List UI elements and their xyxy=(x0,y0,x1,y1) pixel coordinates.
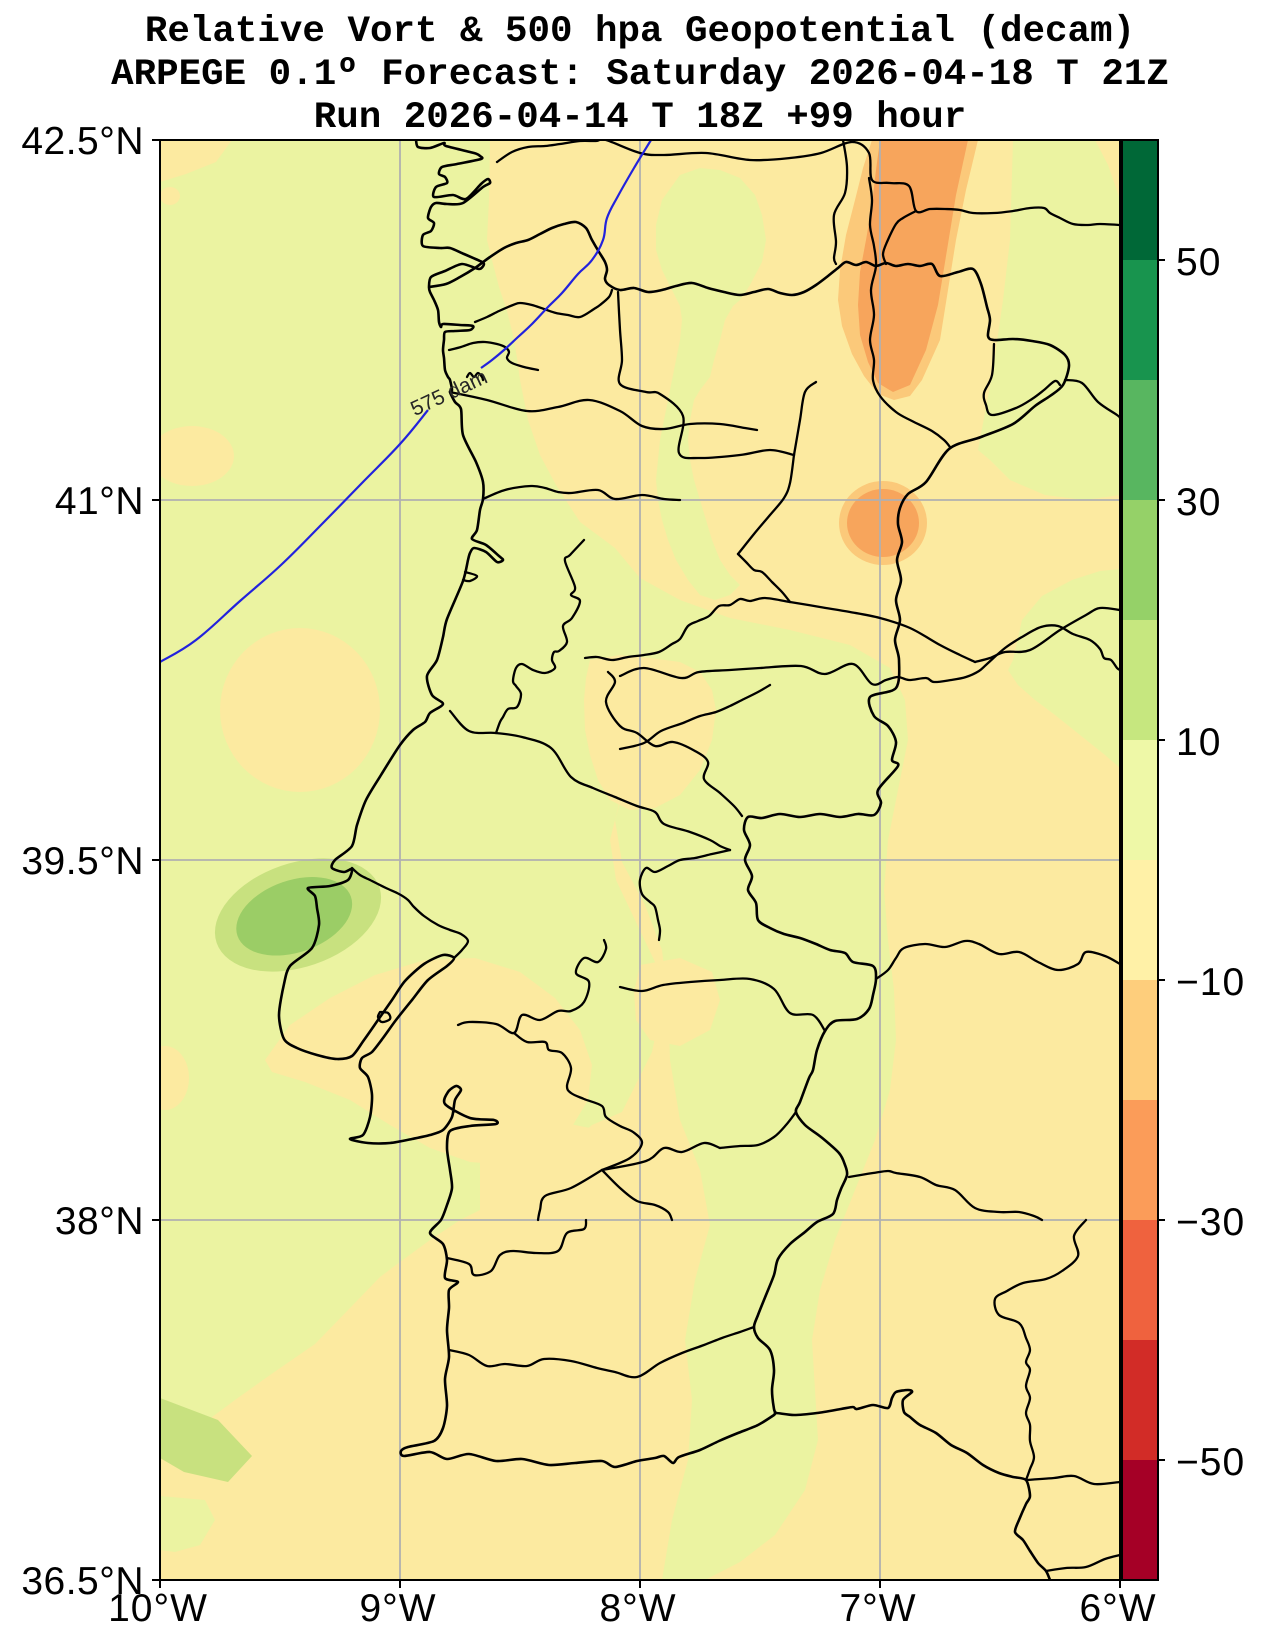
svg-text:6°W: 6°W xyxy=(1079,1587,1156,1630)
svg-text:ARPEGE 0.1º Forecast: Saturday: ARPEGE 0.1º Forecast: Saturday 2026-04-1… xyxy=(111,54,1169,96)
svg-text:−10: −10 xyxy=(1176,961,1245,1004)
svg-text:10: 10 xyxy=(1176,721,1221,764)
svg-text:Relative Vort & 500 hpa Geopot: Relative Vort & 500 hpa Geopotential (de… xyxy=(145,11,1135,53)
svg-text:39.5°N: 39.5°N xyxy=(21,840,144,883)
svg-text:−30: −30 xyxy=(1176,1201,1245,1244)
svg-text:7°W: 7°W xyxy=(839,1587,916,1630)
svg-text:9°W: 9°W xyxy=(359,1587,436,1630)
svg-text:Run 2026-04-14 T 18Z +99 hour: Run 2026-04-14 T 18Z +99 hour xyxy=(314,97,967,139)
svg-text:8°W: 8°W xyxy=(599,1587,676,1630)
svg-text:36.5°N: 36.5°N xyxy=(21,1560,144,1603)
svg-text:41°N: 41°N xyxy=(55,480,144,523)
svg-text:−50: −50 xyxy=(1176,1441,1245,1484)
svg-text:42.5°N: 42.5°N xyxy=(21,120,144,163)
svg-text:38°N: 38°N xyxy=(55,1200,144,1243)
svg-text:30: 30 xyxy=(1176,481,1221,524)
svg-text:10°W: 10°W xyxy=(108,1587,208,1630)
svg-text:50: 50 xyxy=(1176,241,1221,284)
